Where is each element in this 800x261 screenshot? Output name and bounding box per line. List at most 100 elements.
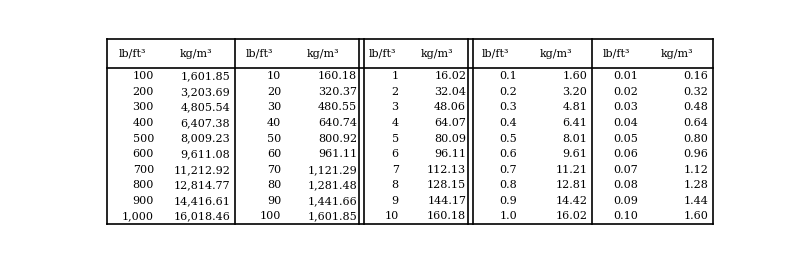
Text: 0.32: 0.32 bbox=[683, 87, 708, 97]
Text: 160.18: 160.18 bbox=[318, 71, 358, 81]
Text: 11,212.92: 11,212.92 bbox=[174, 165, 230, 175]
Text: 600: 600 bbox=[133, 149, 154, 159]
Text: lb/ft³: lb/ft³ bbox=[482, 49, 510, 59]
Text: 0.96: 0.96 bbox=[683, 149, 708, 159]
Text: 0.8: 0.8 bbox=[499, 180, 517, 190]
Text: 200: 200 bbox=[133, 87, 154, 97]
Text: 40: 40 bbox=[266, 118, 281, 128]
Text: 0.9: 0.9 bbox=[499, 196, 517, 206]
Text: 2: 2 bbox=[391, 87, 398, 97]
Text: 90: 90 bbox=[266, 196, 281, 206]
Text: 8: 8 bbox=[391, 180, 398, 190]
Text: 14,416.61: 14,416.61 bbox=[174, 196, 230, 206]
Text: 0.1: 0.1 bbox=[499, 71, 517, 81]
Text: 0.3: 0.3 bbox=[499, 102, 517, 112]
Text: 1: 1 bbox=[391, 71, 398, 81]
Text: lb/ft³: lb/ft³ bbox=[603, 49, 630, 59]
Text: kg/m³: kg/m³ bbox=[661, 49, 694, 59]
Text: 20: 20 bbox=[266, 87, 281, 97]
Text: 3.20: 3.20 bbox=[562, 87, 587, 97]
Text: 0.64: 0.64 bbox=[683, 118, 708, 128]
Text: 7: 7 bbox=[392, 165, 398, 175]
Text: 9: 9 bbox=[391, 196, 398, 206]
Text: 300: 300 bbox=[133, 102, 154, 112]
Text: kg/m³: kg/m³ bbox=[421, 49, 453, 59]
Text: 0.06: 0.06 bbox=[613, 149, 638, 159]
Text: 5: 5 bbox=[391, 134, 398, 144]
Text: 4: 4 bbox=[391, 118, 398, 128]
Text: 14.42: 14.42 bbox=[555, 196, 587, 206]
Text: 64.07: 64.07 bbox=[434, 118, 466, 128]
Text: 0.48: 0.48 bbox=[683, 102, 708, 112]
Text: 0.07: 0.07 bbox=[614, 165, 638, 175]
Text: 1.44: 1.44 bbox=[683, 196, 708, 206]
Text: 0.2: 0.2 bbox=[499, 87, 517, 97]
Text: 9.61: 9.61 bbox=[562, 149, 587, 159]
Text: 4.81: 4.81 bbox=[562, 102, 587, 112]
Text: 0.16: 0.16 bbox=[683, 71, 708, 81]
Text: 3,203.69: 3,203.69 bbox=[181, 87, 230, 97]
Text: 0.02: 0.02 bbox=[613, 87, 638, 97]
Text: 1.60: 1.60 bbox=[562, 71, 587, 81]
Text: 0.09: 0.09 bbox=[613, 196, 638, 206]
Text: 80: 80 bbox=[266, 180, 281, 190]
Text: 320.37: 320.37 bbox=[318, 87, 358, 97]
Text: 0.4: 0.4 bbox=[499, 118, 517, 128]
Text: 10: 10 bbox=[384, 211, 398, 222]
Text: lb/ft³: lb/ft³ bbox=[369, 49, 396, 59]
Text: 0.6: 0.6 bbox=[499, 149, 517, 159]
Text: 16.02: 16.02 bbox=[555, 211, 587, 222]
Text: 1,281.48: 1,281.48 bbox=[307, 180, 358, 190]
Text: 0.10: 0.10 bbox=[613, 211, 638, 222]
Text: 12,814.77: 12,814.77 bbox=[174, 180, 230, 190]
Text: 70: 70 bbox=[267, 165, 281, 175]
Text: 4,805.54: 4,805.54 bbox=[181, 102, 230, 112]
Text: 96.11: 96.11 bbox=[434, 149, 466, 159]
Text: 1,601.85: 1,601.85 bbox=[181, 71, 230, 81]
Text: 48.06: 48.06 bbox=[434, 102, 466, 112]
Text: 900: 900 bbox=[133, 196, 154, 206]
Text: 1.60: 1.60 bbox=[683, 211, 708, 222]
Text: 16,018.46: 16,018.46 bbox=[174, 211, 230, 222]
Text: 0.03: 0.03 bbox=[613, 102, 638, 112]
Text: 10: 10 bbox=[266, 71, 281, 81]
Text: 6.41: 6.41 bbox=[562, 118, 587, 128]
Text: lb/ft³: lb/ft³ bbox=[119, 49, 146, 59]
Text: 0.04: 0.04 bbox=[613, 118, 638, 128]
Text: 6: 6 bbox=[391, 149, 398, 159]
Text: 9,611.08: 9,611.08 bbox=[181, 149, 230, 159]
Text: 128.15: 128.15 bbox=[427, 180, 466, 190]
Text: 400: 400 bbox=[133, 118, 154, 128]
Text: 32.04: 32.04 bbox=[434, 87, 466, 97]
Text: 3: 3 bbox=[391, 102, 398, 112]
Text: 60: 60 bbox=[266, 149, 281, 159]
Text: 12.81: 12.81 bbox=[555, 180, 587, 190]
Text: 0.08: 0.08 bbox=[613, 180, 638, 190]
Text: kg/m³: kg/m³ bbox=[307, 49, 340, 59]
Text: 6,407.38: 6,407.38 bbox=[181, 118, 230, 128]
Text: 1,441.66: 1,441.66 bbox=[307, 196, 358, 206]
Text: 80.09: 80.09 bbox=[434, 134, 466, 144]
Text: 160.18: 160.18 bbox=[427, 211, 466, 222]
Text: 50: 50 bbox=[266, 134, 281, 144]
Text: 800.92: 800.92 bbox=[318, 134, 358, 144]
Text: 144.17: 144.17 bbox=[427, 196, 466, 206]
Text: lb/ft³: lb/ft³ bbox=[246, 49, 274, 59]
Text: 16.02: 16.02 bbox=[434, 71, 466, 81]
Text: 1,121.29: 1,121.29 bbox=[307, 165, 358, 175]
Text: 1.12: 1.12 bbox=[683, 165, 708, 175]
Text: 0.01: 0.01 bbox=[613, 71, 638, 81]
Text: 8,009.23: 8,009.23 bbox=[181, 134, 230, 144]
Text: 1.28: 1.28 bbox=[683, 180, 708, 190]
Text: 700: 700 bbox=[133, 165, 154, 175]
Text: kg/m³: kg/m³ bbox=[180, 49, 213, 59]
Text: 1.0: 1.0 bbox=[499, 211, 517, 222]
Text: 1,000: 1,000 bbox=[122, 211, 154, 222]
Text: 30: 30 bbox=[266, 102, 281, 112]
Text: 0.05: 0.05 bbox=[613, 134, 638, 144]
Text: 1,601.85: 1,601.85 bbox=[307, 211, 358, 222]
Text: 100: 100 bbox=[133, 71, 154, 81]
Text: kg/m³: kg/m³ bbox=[540, 49, 573, 59]
Text: 0.7: 0.7 bbox=[499, 165, 517, 175]
Text: 800: 800 bbox=[133, 180, 154, 190]
